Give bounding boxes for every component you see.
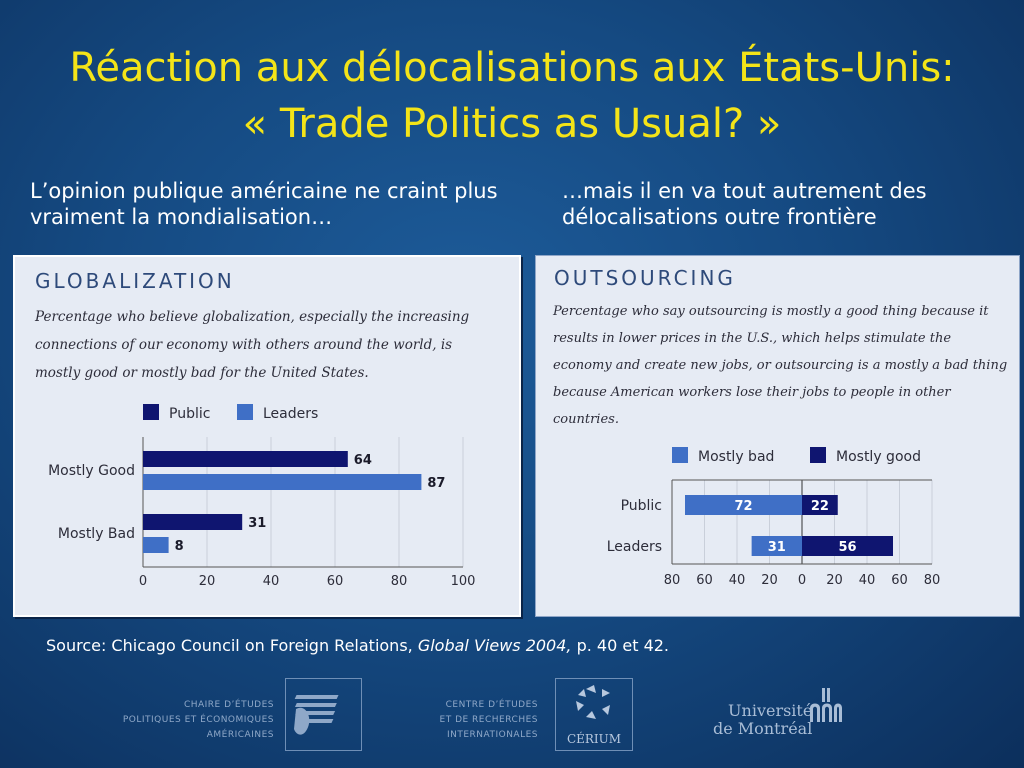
x-tick-label-3: 60 [327, 574, 344, 589]
outsourcing-chart-title: OUTSOURCING [554, 266, 736, 290]
bar-1-1 [802, 536, 893, 556]
outsourcing-panel: OUTSOURCING Percentage who say outsourci… [535, 255, 1020, 617]
udem-logo-text: Université de Montréal [713, 701, 813, 738]
legend-swatch-1 [237, 404, 253, 420]
outsourcing-chart-description: Percentage who say outsourcing is mostly… [553, 304, 1008, 427]
bar-value-0-1: 22 [811, 499, 829, 514]
x-tick-label-8: 80 [924, 573, 941, 588]
x-tick-label-0: 0 [139, 574, 147, 589]
bar-value-0-0: 72 [734, 499, 752, 514]
x-tick-label-5: 20 [826, 573, 843, 588]
bar-0-1 [143, 474, 422, 490]
bar-value-0-1: 87 [427, 476, 445, 491]
legend-label-1: Mostly good [836, 449, 921, 465]
legend-label-0: Mostly bad [698, 449, 774, 465]
x-tick-label-7: 60 [891, 573, 908, 588]
outsourcing-chart: Mostly bad Mostly good 80 60 40 20 0 20 40 60 80 Pu… [607, 447, 941, 588]
category-label-1: Mostly Bad [58, 526, 135, 542]
bar-0-0 [685, 495, 802, 515]
globalization-chart: Public Leaders 0 20 40 60 80 100 Mostly Good 64 87… [48, 404, 476, 589]
category-label-1: Leaders [607, 539, 662, 555]
x-tick-label-5: 100 [451, 574, 476, 589]
bar-1-1 [143, 537, 169, 553]
bar-value-0-0: 64 [354, 453, 372, 468]
x-tick-label-2: 40 [263, 574, 280, 589]
slide-title: Réaction aux délocalisations aux États-U… [0, 40, 1024, 152]
source-note: Source: Chicago Council on Foreign Relat… [46, 636, 669, 655]
globalization-panel: GLOBALIZATION Percentage who believe glo… [13, 255, 521, 617]
legend-label-0: Public [169, 406, 210, 422]
bar-1-0 [143, 514, 243, 530]
x-tick-label-6: 40 [859, 573, 876, 588]
x-tick-label-3: 20 [761, 573, 778, 588]
source-prefix: Source: Chicago Council on Foreign Relat… [46, 636, 418, 655]
bar-value-1-1: 8 [175, 539, 184, 554]
cerium-logo: CÉRIUM [555, 678, 633, 751]
bar-0-1 [802, 495, 838, 515]
x-tick-label-2: 40 [729, 573, 746, 588]
bar-value-1-1: 56 [838, 540, 856, 555]
cerium-emblem-icon [576, 685, 610, 719]
category-label-0: Mostly Good [48, 463, 135, 479]
x-tick-label-0: 80 [664, 573, 681, 588]
cerium-logo-text: CENTRE D’ÉTUDES ET DE RECHERCHES INTERNA… [439, 700, 538, 740]
source-publication: Global Views 2004, [417, 636, 572, 655]
x-tick-label-1: 20 [199, 574, 216, 589]
ceppa-emblem-icon [294, 695, 339, 735]
x-tick-label-4: 80 [391, 574, 408, 589]
x-tick-label-4: 0 [798, 573, 806, 588]
ceppa-logo [285, 678, 362, 751]
bar-1-0 [751, 536, 802, 556]
legend-label-1: Leaders [263, 406, 318, 422]
title-line-2: « Trade Politics as Usual? » [242, 101, 782, 147]
left-caption: L’opinion publique américaine ne craint … [30, 179, 498, 229]
title-line-1: Réaction aux délocalisations aux États-U… [69, 45, 955, 91]
legend-swatch-0 [143, 404, 159, 420]
udem-emblem-icon [810, 688, 842, 722]
bar-0-0 [143, 451, 348, 467]
legend-swatch-0 [672, 447, 688, 463]
right-caption: …mais il en va tout autrement des déloca… [562, 179, 927, 229]
cerium-label: CÉRIUM [566, 732, 622, 746]
source-suffix: p. 40 et 42. [571, 636, 670, 655]
globalization-chart-description: Percentage who believe globalization, es… [35, 309, 470, 381]
legend-swatch-1 [810, 447, 826, 463]
category-label-0: Public [621, 498, 662, 514]
globalization-chart-title: GLOBALIZATION [35, 269, 235, 293]
bar-value-1-0: 31 [768, 540, 786, 555]
x-tick-label-1: 60 [696, 573, 713, 588]
bar-value-1-0: 31 [248, 516, 266, 531]
ceppa-logo-text: CHAIRE D’ÉTUDES POLITIQUES ET ÉCONOMIQUE… [122, 700, 274, 740]
